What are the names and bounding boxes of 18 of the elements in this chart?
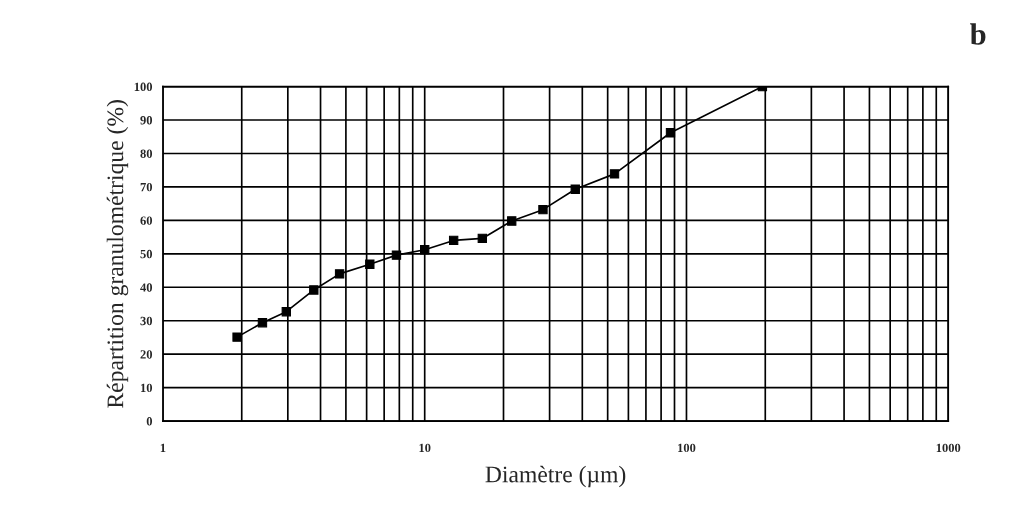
y-tick-label: 0 — [146, 417, 153, 426]
x-tick-label: 1 — [160, 443, 166, 452]
y-tick-label: 50 — [140, 249, 153, 259]
y-tick-label: 20 — [140, 350, 153, 359]
y-tick-label: 70 — [140, 182, 153, 192]
y-tick-label: 30 — [140, 316, 153, 326]
y-tick-label: 80 — [140, 149, 153, 158]
x-axis-title: Diamètre (µm) — [485, 465, 626, 488]
chart-title: b — [970, 23, 986, 45]
x-tick-label: 100 — [678, 443, 696, 453]
y-tick-label: 100 — [134, 82, 153, 92]
x-tick-label: 1000 — [936, 443, 961, 453]
y-axis-title: Répartition granulométrique (%) — [106, 100, 129, 408]
x-tick-label: 10 — [419, 443, 431, 453]
y-tick-label: 60 — [140, 216, 153, 225]
y-tick-label: 40 — [140, 283, 153, 292]
y-tick-label: 90 — [140, 116, 153, 125]
y-tick-label: 10 — [141, 383, 153, 393]
